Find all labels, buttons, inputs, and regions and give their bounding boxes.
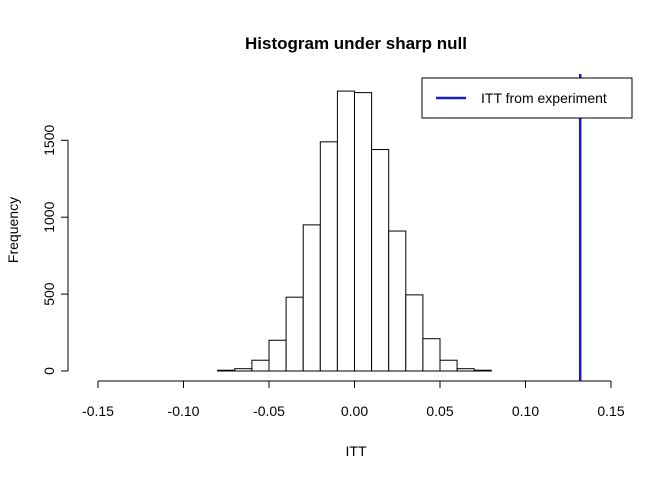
x-tick-label: 0.10 xyxy=(512,403,539,419)
histogram-bar xyxy=(251,359,270,372)
histogram-bar xyxy=(388,230,407,372)
histogram-bar xyxy=(234,368,253,372)
histogram-bar xyxy=(319,141,338,372)
histogram-bar xyxy=(268,339,287,372)
histogram-bar xyxy=(405,294,424,372)
y-tick-label: 1000 xyxy=(41,201,57,232)
x-tick-label: -0.15 xyxy=(82,403,114,419)
histogram-bar xyxy=(371,149,390,372)
x-tick-label: 0.15 xyxy=(597,403,624,419)
legend-label: ITT from experiment xyxy=(481,90,607,106)
x-axis: -0.15 -0.10 -0.05 0.00 0.05 0.10 0.15 xyxy=(82,380,625,419)
histogram-bar xyxy=(456,368,475,372)
y-axis-title: Frequency xyxy=(5,197,21,263)
y-tick-label: 1500 xyxy=(41,125,57,156)
legend: ITT from experiment xyxy=(421,77,633,119)
x-tick-label: -0.05 xyxy=(253,403,285,419)
x-tick-label: 0.05 xyxy=(426,403,453,419)
histogram-bar xyxy=(217,369,236,372)
histogram-bar xyxy=(422,338,441,372)
x-axis-title: ITT xyxy=(346,443,367,459)
y-tick-label: 500 xyxy=(41,282,57,306)
x-tick-label: -0.10 xyxy=(168,403,200,419)
histogram-bars xyxy=(217,90,492,372)
histogram-bar xyxy=(439,359,458,372)
histogram-bar xyxy=(473,369,492,372)
histogram-bar xyxy=(336,90,355,372)
histogram-bar xyxy=(354,92,373,372)
x-tick-label: 0.00 xyxy=(341,403,368,419)
y-tick-label: 0 xyxy=(41,367,57,375)
histogram-bar xyxy=(285,296,304,372)
chart-title: Histogram under sharp null xyxy=(245,34,467,53)
y-axis: 0 500 1000 1500 xyxy=(41,125,69,375)
histogram-bar xyxy=(302,224,321,372)
